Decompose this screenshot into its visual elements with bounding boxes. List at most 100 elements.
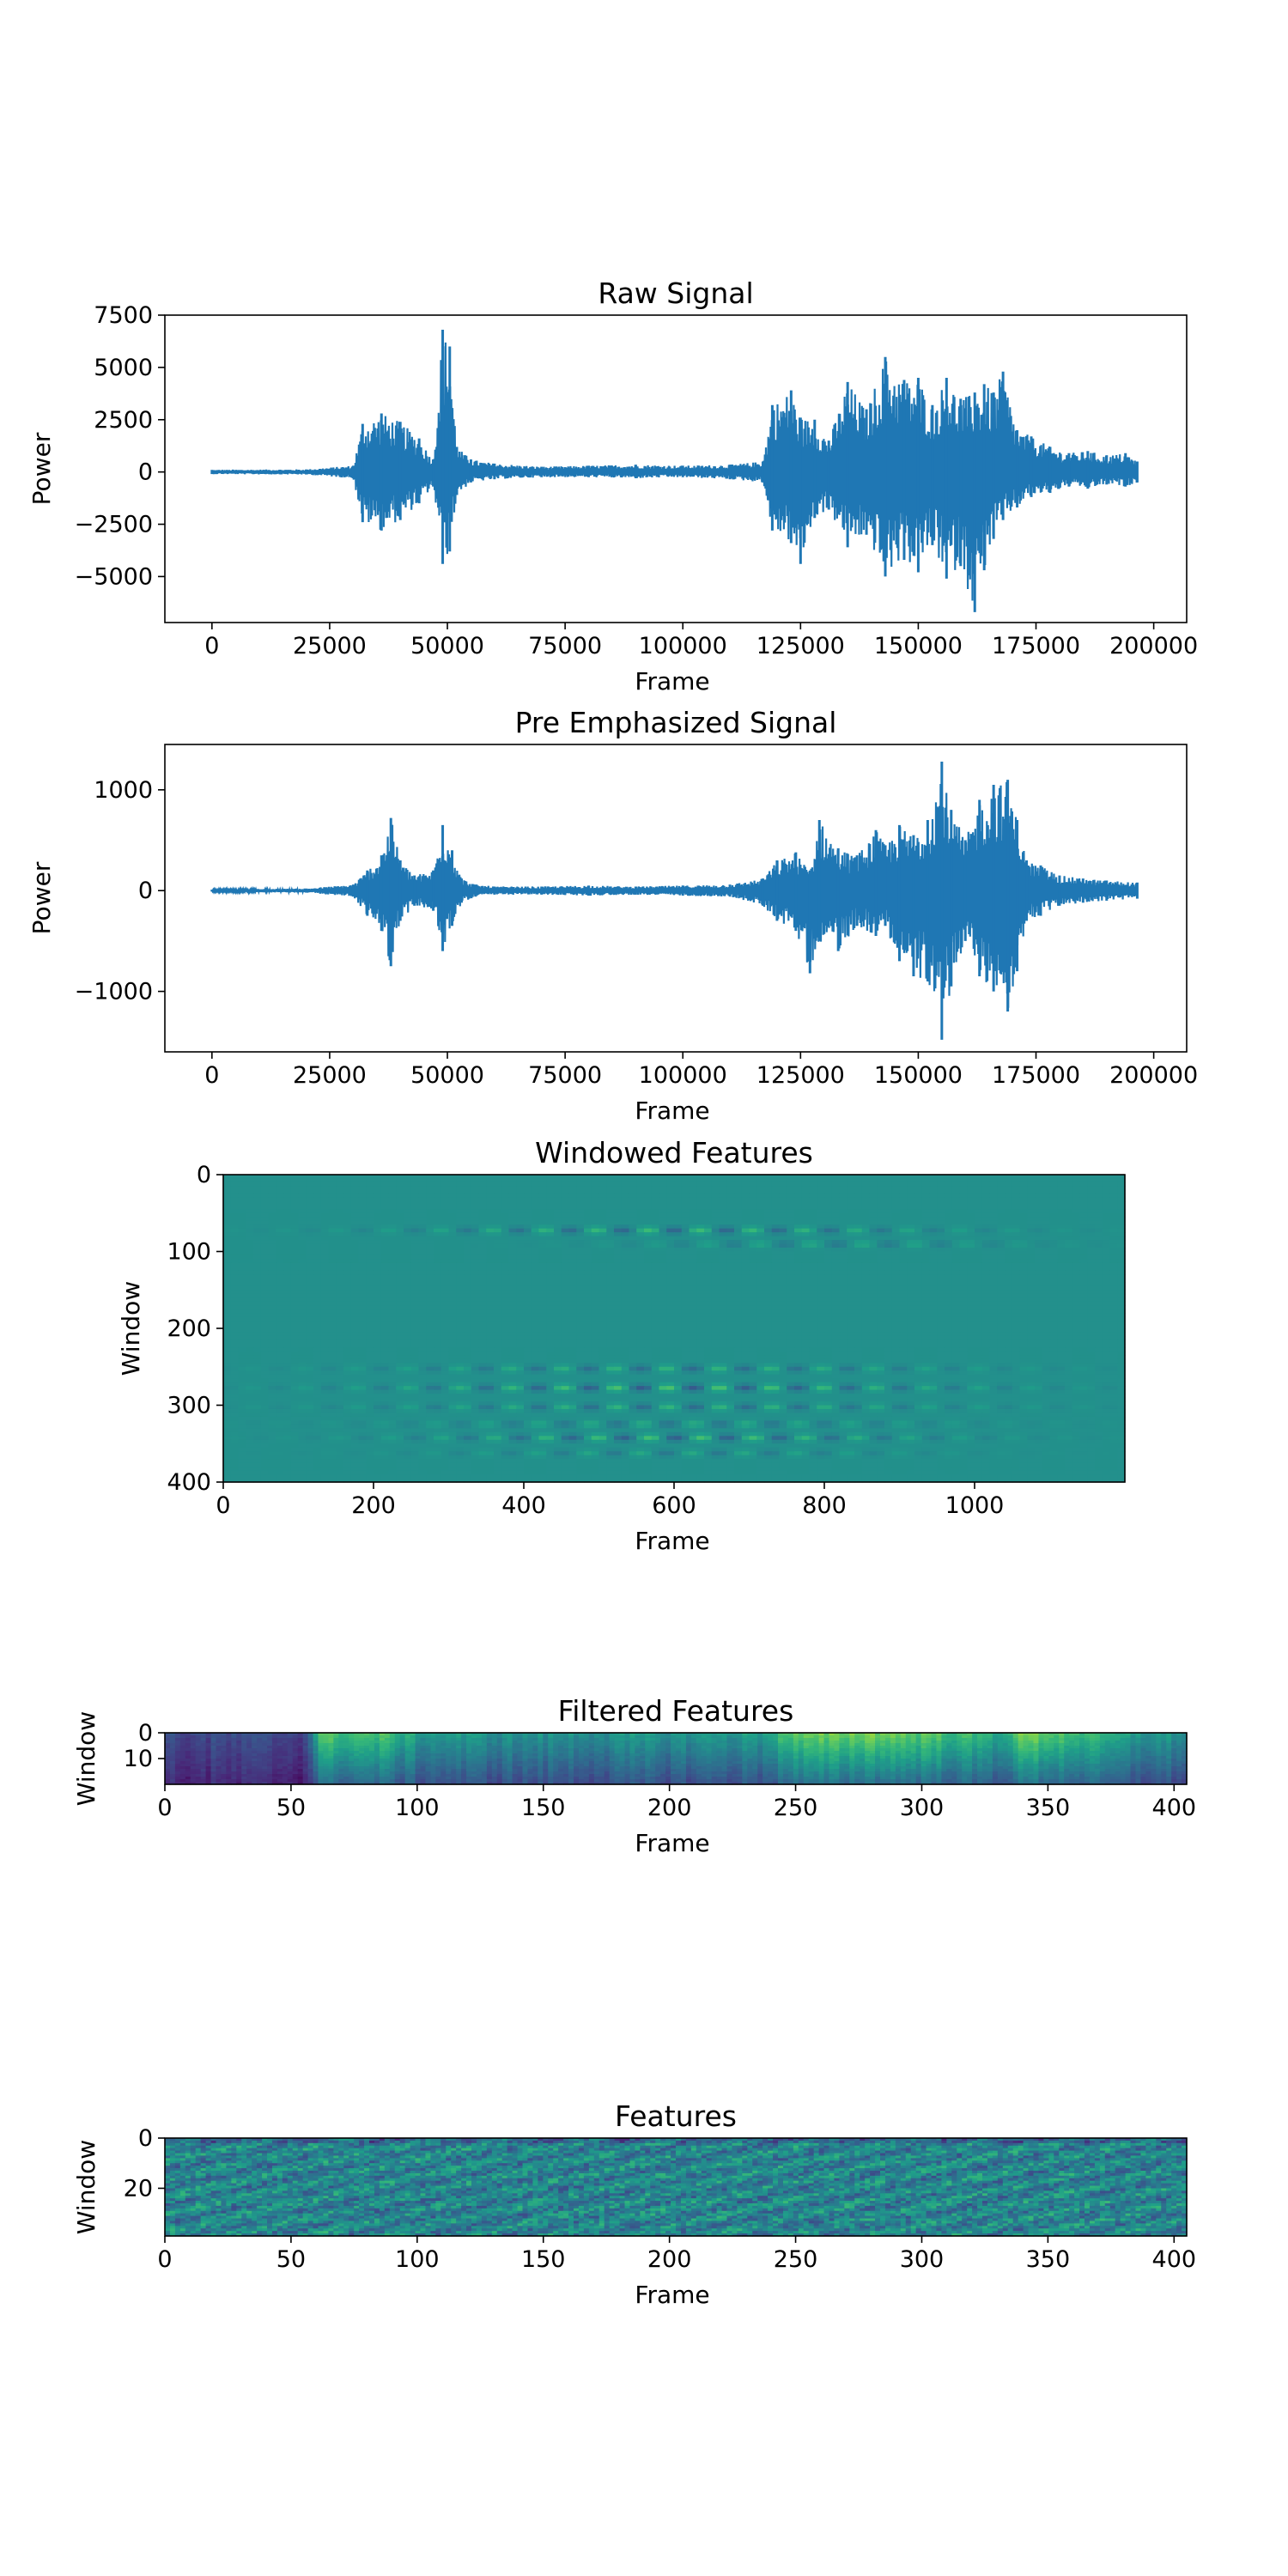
heatmap-cell [404, 1212, 412, 1218]
heatmap-cell [440, 1259, 450, 1264]
heatmap-cell [306, 1186, 314, 1191]
heatmap-cell [1012, 1243, 1021, 1249]
heatmap-cell [854, 1270, 863, 1275]
heatmap-cell [674, 1205, 683, 1210]
heatmap-cell [268, 1285, 276, 1291]
heatmap-cell [794, 1194, 803, 1199]
heatmap-cell [1065, 1243, 1073, 1249]
heatmap-cell [501, 1236, 510, 1241]
heatmap-cell [531, 1262, 540, 1267]
heatmap-cell [1087, 1285, 1096, 1291]
heatmap-cell [471, 1220, 480, 1225]
heatmap-cell [1087, 1274, 1096, 1279]
heatmap-cell [374, 1205, 382, 1210]
heatmap-cell [831, 1205, 841, 1210]
heatmap-cell [937, 1270, 945, 1275]
heatmap-cell [1042, 1316, 1051, 1321]
heatmap-cell [1072, 1285, 1081, 1291]
heatmap-cell [471, 1313, 480, 1318]
heatmap-cell [629, 1189, 637, 1194]
heatmap-cell [981, 1293, 991, 1298]
heatmap-cell [538, 1232, 547, 1237]
heatmap-cell [358, 1205, 367, 1210]
heatmap-cell [358, 1282, 367, 1287]
heatmap-cell [494, 1301, 502, 1306]
heatmap-cell [1087, 1262, 1096, 1267]
heatmap-cell [471, 1267, 480, 1272]
heatmap-cell [756, 1182, 765, 1188]
heatmap-cell [328, 1220, 337, 1225]
heatmap-cell [975, 1278, 983, 1283]
heatmap-cell [223, 1201, 232, 1206]
heatmap-cell [997, 1243, 1005, 1249]
heatmap-cell [899, 1290, 908, 1295]
heatmap-cell [914, 1305, 923, 1310]
heatmap-cell [914, 1255, 923, 1261]
raw-signal-chart: Raw Signal Frame Power 0 25000 50000 75000 1… [27, 276, 1198, 696]
heatmap-cell [456, 1197, 465, 1202]
heatmap-cell [1005, 1236, 1013, 1241]
heatmap-cell [561, 1313, 570, 1318]
heatmap-cell [1027, 1267, 1036, 1272]
heatmap-cell [644, 1232, 653, 1237]
heatmap-cell [959, 1267, 968, 1272]
heatmap-cell [929, 1259, 938, 1264]
heatmap-cell [464, 1194, 472, 1199]
heatmap-cell [290, 1293, 300, 1298]
heatmap-cell [771, 1309, 781, 1314]
heatmap-cell [268, 1293, 276, 1298]
heatmap-cell [636, 1255, 645, 1261]
heatmap-cell [891, 1251, 901, 1256]
heatmap-cell [440, 1293, 450, 1298]
heatmap-cell [374, 1224, 382, 1230]
heatmap-cell [997, 1274, 1005, 1279]
heatmap-cell [719, 1201, 727, 1206]
heatmap-cell [366, 1189, 374, 1194]
heatmap-cell [471, 1228, 480, 1233]
heatmap-cell [1035, 1301, 1043, 1306]
heatmap-cell [801, 1248, 811, 1253]
heatmap-cell [366, 1248, 374, 1253]
heatmap-cell [801, 1217, 811, 1222]
heatmap-cell [448, 1194, 457, 1199]
heatmap-cell [1079, 1243, 1088, 1249]
heatmap-cell [276, 1285, 284, 1291]
heatmap-cell [1065, 1197, 1073, 1202]
heatmap-cell [711, 1313, 720, 1318]
heatmap-cell [464, 1205, 472, 1210]
heatmap-cell [253, 1251, 262, 1256]
heatmap-cell [779, 1293, 787, 1298]
heatmap-cell [418, 1236, 427, 1241]
heatmap-cell [681, 1282, 690, 1287]
heatmap-cell [1095, 1297, 1103, 1303]
heatmap-cell [434, 1285, 442, 1291]
heatmap-cell [434, 1290, 442, 1295]
heatmap-cell [494, 1248, 502, 1253]
heatmap-cell [471, 1248, 480, 1253]
heatmap-cell [644, 1205, 653, 1210]
heatmap-cell [981, 1262, 991, 1267]
heatmap-cell [320, 1182, 330, 1188]
heatmap-cell [989, 1236, 998, 1241]
heatmap-cell [951, 1305, 961, 1310]
heatmap-cell [817, 1267, 825, 1272]
heatmap-cell [1095, 1251, 1103, 1256]
heatmap-cell [1109, 1186, 1118, 1191]
heatmap-cell [951, 1251, 961, 1256]
heatmap-cell [726, 1201, 735, 1206]
heatmap-cell [388, 1220, 397, 1225]
heatmap-cell [598, 1224, 607, 1230]
heatmap-cell [260, 1212, 270, 1218]
heatmap-cell [794, 1175, 803, 1180]
heatmap-cell [975, 1309, 983, 1314]
heatmap-cell [1057, 1305, 1066, 1310]
heatmap-cell [809, 1236, 817, 1241]
heatmap-cell [561, 1236, 570, 1241]
heatmap-cell [651, 1182, 660, 1188]
heatmap-cell [1072, 1259, 1081, 1264]
heatmap-cell [921, 1217, 931, 1222]
heatmap-cell [869, 1228, 878, 1233]
heatmap-cell [313, 1259, 322, 1264]
heatmap-cell [410, 1224, 420, 1230]
heatmap-cell [914, 1243, 923, 1249]
